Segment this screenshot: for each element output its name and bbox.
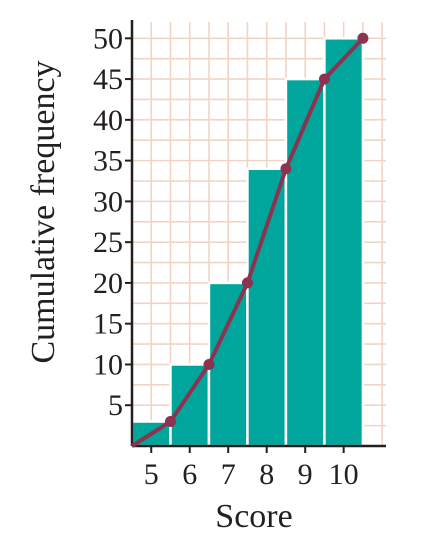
bar-score-9 (284, 77, 326, 448)
x-axis-title: Score (215, 498, 292, 535)
ogive-point (203, 358, 215, 370)
x-tick-label: 8 (259, 458, 274, 491)
x-tick-label: 9 (298, 458, 313, 491)
ogive-point (280, 163, 292, 175)
y-tick-label: 5 (108, 389, 123, 422)
y-tick-label: 10 (93, 348, 123, 381)
x-tick-label: 10 (329, 458, 359, 491)
x-tick-label: 5 (144, 458, 159, 491)
bar-score-10 (323, 37, 365, 448)
ogive-point (241, 277, 253, 289)
ogive-point (357, 32, 369, 44)
y-tick-label: 40 (93, 104, 123, 137)
x-tick-label: 7 (221, 458, 236, 491)
axes (125, 20, 386, 453)
bar-score-8 (246, 167, 288, 448)
y-tick-label: 20 (93, 267, 123, 300)
histogram-bars (130, 37, 365, 448)
y-tick-label: 15 (93, 308, 123, 341)
y-tick-label: 50 (93, 22, 123, 55)
bar-score-6 (169, 363, 211, 448)
x-tick-label: 6 (182, 458, 197, 491)
y-tick-label: 30 (93, 185, 123, 218)
bar-score-7 (207, 281, 249, 448)
y-tick-label: 25 (93, 226, 123, 259)
y-tick-label: 35 (93, 145, 123, 178)
y-axis-title: Cumulative frequency (25, 60, 62, 363)
ogive-point (318, 73, 330, 85)
y-tick-label: 45 (93, 63, 123, 96)
ogive-line (130, 32, 369, 448)
ogive-point (164, 416, 176, 428)
